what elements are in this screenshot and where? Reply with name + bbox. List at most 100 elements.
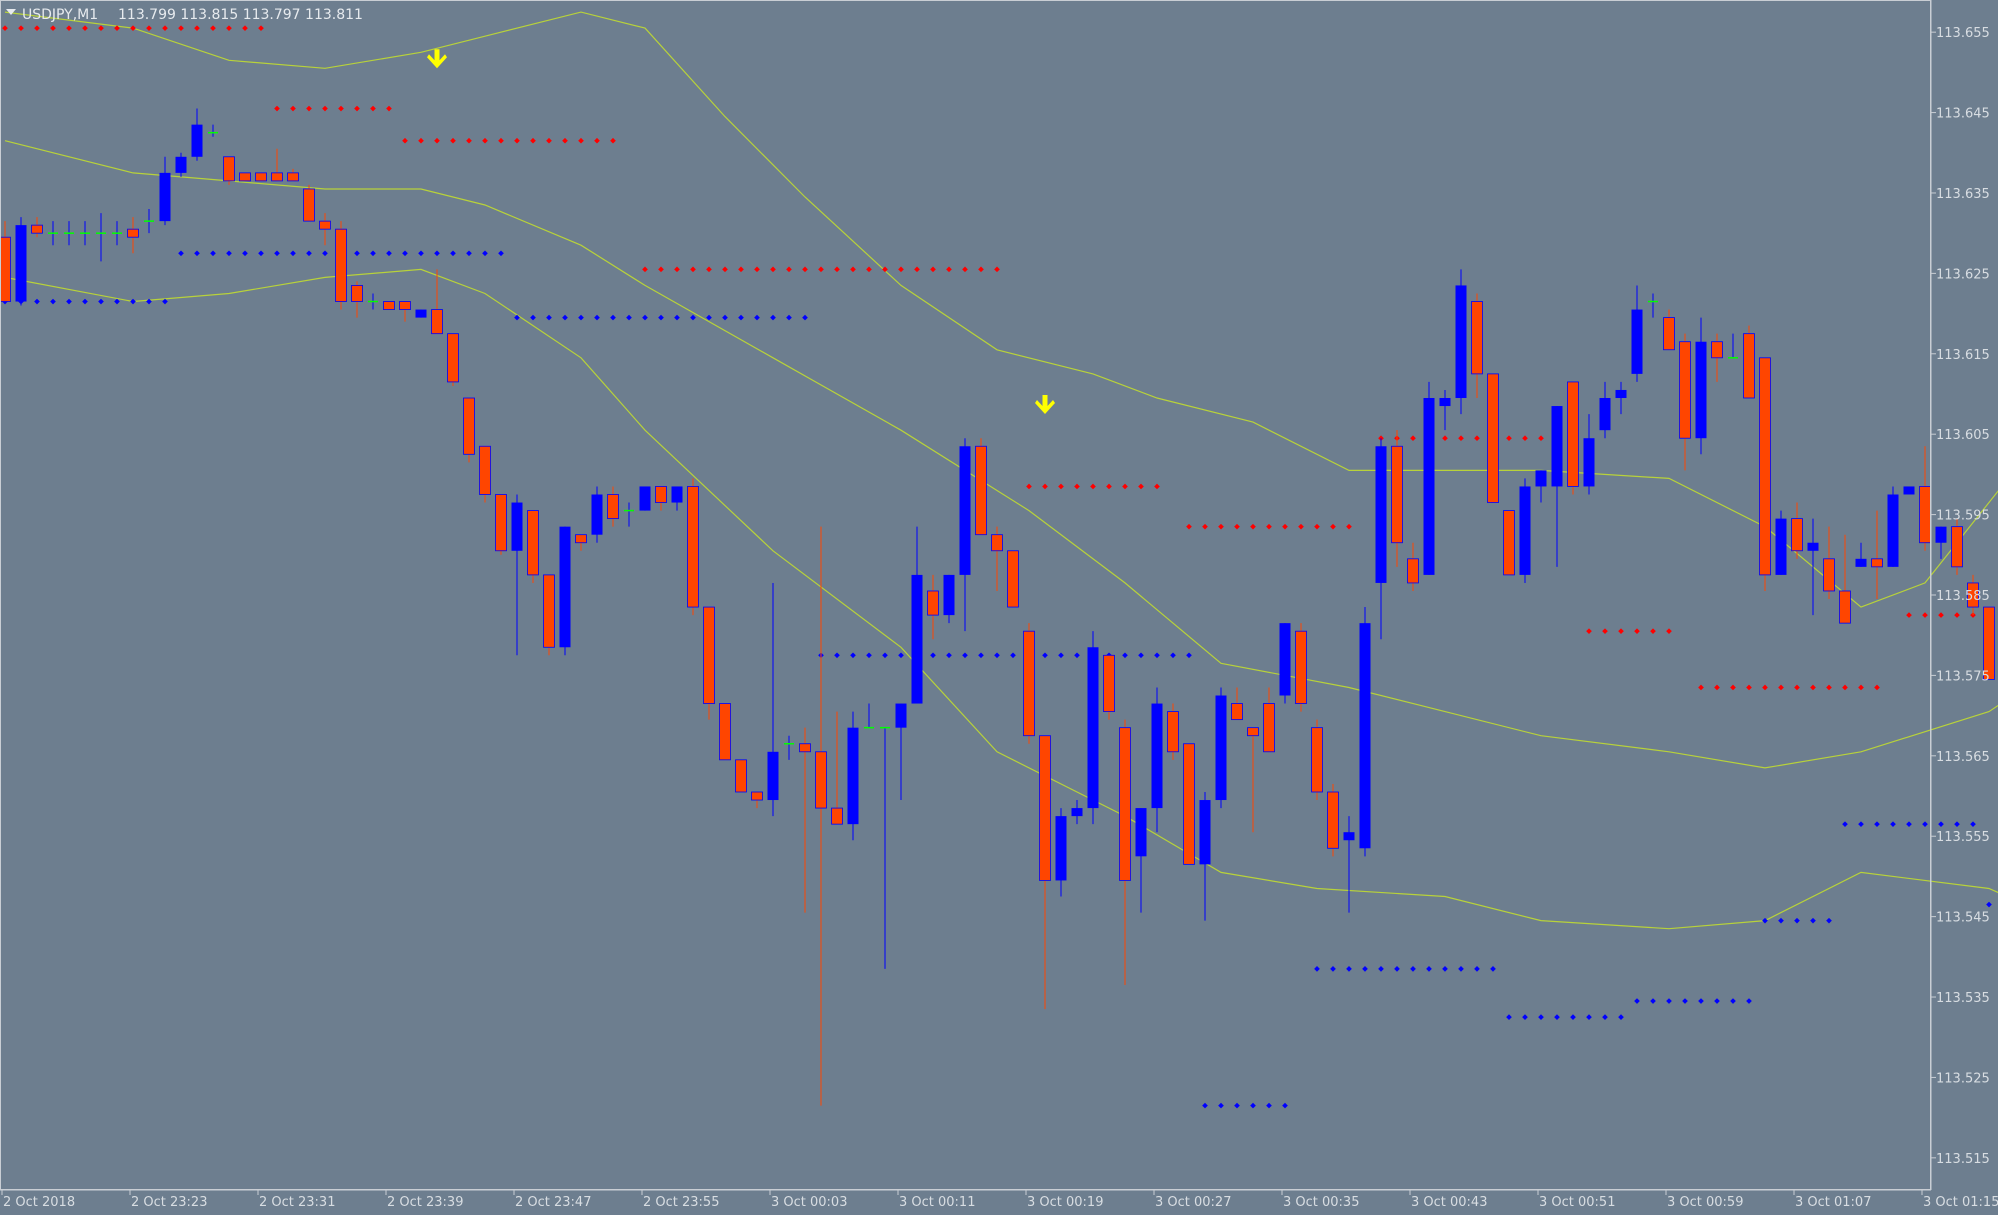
candle[interactable] bbox=[1407, 542, 1419, 591]
candle[interactable] bbox=[1231, 687, 1243, 721]
candle[interactable] bbox=[607, 486, 619, 527]
candle[interactable] bbox=[1967, 574, 1979, 616]
candle[interactable] bbox=[1728, 333, 1738, 359]
candle[interactable] bbox=[624, 502, 634, 527]
candle[interactable] bbox=[335, 221, 347, 310]
candle[interactable] bbox=[175, 152, 187, 177]
candle[interactable] bbox=[1599, 381, 1611, 439]
candle[interactable] bbox=[1791, 502, 1803, 559]
candle[interactable] bbox=[1423, 381, 1435, 575]
candle[interactable] bbox=[1887, 486, 1899, 567]
candle[interactable] bbox=[527, 510, 539, 583]
candle[interactable] bbox=[1519, 478, 1531, 583]
candle[interactable] bbox=[927, 574, 939, 640]
dropdown-triangle-icon[interactable] bbox=[6, 9, 16, 15]
candle[interactable] bbox=[1503, 510, 1515, 576]
candle[interactable] bbox=[1087, 631, 1099, 825]
candle[interactable] bbox=[1487, 373, 1499, 503]
candle[interactable] bbox=[447, 333, 459, 386]
candle[interactable] bbox=[911, 526, 923, 704]
candle[interactable] bbox=[15, 217, 27, 306]
candle[interactable] bbox=[287, 168, 299, 182]
candle[interactable] bbox=[80, 221, 90, 246]
candle[interactable] bbox=[1039, 735, 1051, 1010]
candle[interactable] bbox=[64, 221, 74, 246]
candle[interactable] bbox=[1007, 550, 1019, 608]
candle[interactable] bbox=[671, 486, 683, 511]
candle[interactable] bbox=[1183, 743, 1195, 865]
candle[interactable] bbox=[1343, 816, 1355, 913]
candle[interactable] bbox=[815, 526, 827, 1106]
candle[interactable] bbox=[511, 494, 523, 656]
candle[interactable] bbox=[1247, 727, 1259, 833]
candle[interactable] bbox=[495, 494, 507, 555]
candle[interactable] bbox=[399, 301, 411, 322]
candle[interactable] bbox=[319, 213, 331, 246]
candle[interactable] bbox=[895, 703, 907, 801]
candle[interactable] bbox=[383, 301, 395, 310]
candle[interactable] bbox=[223, 156, 235, 185]
candle[interactable] bbox=[0, 221, 11, 302]
candle[interactable] bbox=[784, 735, 794, 760]
candle[interactable] bbox=[735, 759, 747, 793]
candle[interactable] bbox=[943, 574, 955, 624]
candle[interactable] bbox=[191, 108, 203, 161]
candle[interactable] bbox=[31, 217, 43, 238]
candle[interactable] bbox=[864, 703, 874, 729]
candle[interactable] bbox=[1263, 687, 1275, 753]
candle[interactable] bbox=[655, 486, 667, 511]
candle[interactable] bbox=[1759, 357, 1771, 591]
candle[interactable] bbox=[687, 478, 699, 616]
candle[interactable] bbox=[1775, 510, 1787, 575]
candle[interactable] bbox=[767, 582, 779, 817]
candle[interactable] bbox=[431, 269, 443, 335]
candle[interactable] bbox=[96, 213, 106, 262]
candle[interactable] bbox=[1663, 309, 1675, 351]
candle[interactable] bbox=[351, 281, 363, 318]
candle[interactable] bbox=[1215, 687, 1227, 809]
candle[interactable] bbox=[559, 526, 571, 656]
candle[interactable] bbox=[1167, 703, 1179, 760]
candle[interactable] bbox=[575, 534, 587, 551]
candle[interactable] bbox=[1119, 719, 1131, 985]
candle[interactable] bbox=[591, 486, 603, 543]
candle[interactable] bbox=[1935, 526, 1947, 559]
candle[interactable] bbox=[1311, 719, 1323, 801]
candle[interactable] bbox=[831, 711, 843, 825]
candle[interactable] bbox=[1648, 293, 1658, 318]
candle[interactable] bbox=[1199, 791, 1211, 921]
candle[interactable] bbox=[847, 711, 859, 841]
candle[interactable] bbox=[1375, 438, 1387, 640]
candle[interactable] bbox=[159, 156, 171, 226]
candle[interactable] bbox=[1295, 623, 1307, 712]
candle[interactable] bbox=[368, 293, 378, 310]
candle[interactable] bbox=[991, 526, 1003, 591]
candle[interactable] bbox=[1279, 623, 1291, 704]
candle[interactable] bbox=[1327, 783, 1339, 857]
candle[interactable] bbox=[1839, 534, 1851, 624]
candle[interactable] bbox=[1103, 654, 1115, 720]
candle[interactable] bbox=[255, 172, 267, 182]
candle[interactable] bbox=[48, 221, 58, 246]
candle[interactable] bbox=[703, 606, 715, 720]
candle[interactable] bbox=[799, 727, 811, 913]
candle[interactable] bbox=[1807, 518, 1819, 616]
candle[interactable] bbox=[239, 172, 251, 182]
candle[interactable] bbox=[127, 217, 139, 254]
candle[interactable] bbox=[1615, 381, 1627, 415]
candle[interactable] bbox=[208, 124, 218, 137]
candle[interactable] bbox=[479, 445, 491, 503]
candle[interactable] bbox=[1135, 808, 1147, 913]
candle[interactable] bbox=[1583, 414, 1595, 495]
candle[interactable] bbox=[1695, 317, 1707, 455]
candle[interactable] bbox=[415, 309, 427, 318]
candle[interactable] bbox=[144, 209, 154, 234]
candle[interactable] bbox=[543, 574, 555, 656]
candle[interactable] bbox=[1439, 389, 1451, 431]
candle[interactable] bbox=[1535, 470, 1547, 503]
candle[interactable] bbox=[1071, 800, 1083, 825]
candle[interactable] bbox=[1391, 430, 1403, 567]
candle[interactable] bbox=[1359, 607, 1371, 857]
